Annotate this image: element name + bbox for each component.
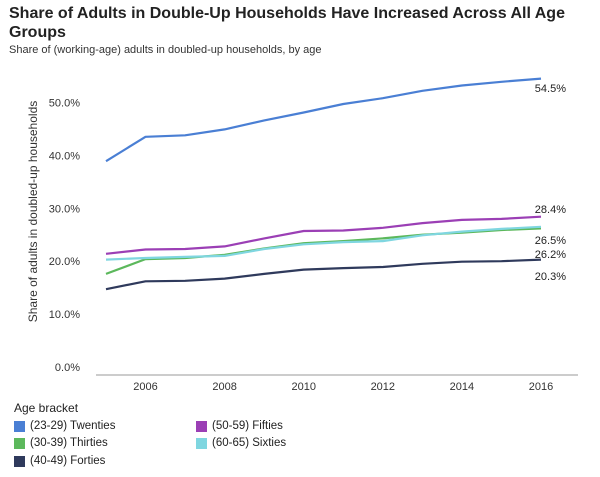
y-tick-label: 20.0% — [49, 256, 80, 268]
legend-item: (23-29) Twenties — [14, 420, 115, 432]
x-tick-label: 2006 — [133, 381, 157, 393]
x-tick-label: 2012 — [371, 381, 395, 393]
legend-swatch — [14, 437, 25, 449]
x-tick-label: 2016 — [529, 381, 553, 393]
data-label: 26.2% — [535, 249, 566, 261]
series-line — [105, 77, 542, 163]
legend-label: (23-29) Twenties — [30, 420, 116, 432]
series-line — [105, 227, 542, 275]
y-axis-label: Share of adults in doubled-up households — [26, 101, 40, 323]
legend-item: (40-49) Forties — [14, 455, 105, 467]
data-label: 28.4% — [535, 204, 566, 216]
line-chart: 0.0% 10.0% 20.0% 30.0% 40.0% 50.0% 2006 2008 201… — [26, 77, 578, 393]
legend-swatch — [14, 420, 25, 432]
series-line — [105, 215, 542, 255]
x-tick-label: 2014 — [450, 381, 474, 393]
data-label: 20.3% — [535, 271, 566, 283]
legend-label: (60-65) Sixties — [212, 437, 287, 449]
legend-swatch — [14, 455, 25, 467]
chart-subtitle: Share of (working-age) adults in doubled… — [9, 44, 322, 56]
data-label: 26.5% — [535, 235, 566, 247]
legend-item: (50-59) Fifties — [196, 420, 283, 432]
legend-swatch — [196, 420, 207, 432]
y-tick-label: 50.0% — [49, 97, 80, 109]
legend-item: (60-65) Sixties — [196, 437, 286, 449]
legend-label: (50-59) Fifties — [212, 420, 283, 432]
legend-label: (40-49) Forties — [30, 455, 106, 467]
x-tick-label: 2008 — [212, 381, 236, 393]
legend-item: (30-39) Thirties — [14, 437, 108, 449]
x-tick-label: 2010 — [291, 381, 315, 393]
legend-title: Age bracket — [14, 401, 79, 415]
legend-label: (30-39) Thirties — [30, 437, 108, 449]
data-label: 54.5% — [535, 83, 566, 95]
series-line — [105, 225, 542, 261]
legend-swatch — [196, 437, 207, 449]
y-tick-label: 40.0% — [49, 150, 80, 162]
y-tick-label: 10.0% — [49, 309, 80, 321]
series-line — [105, 258, 542, 291]
chart-title: Share of Adults in Double-Up Households … — [9, 5, 565, 41]
y-tick-label: 0.0% — [55, 362, 80, 374]
y-tick-label: 30.0% — [49, 203, 80, 215]
